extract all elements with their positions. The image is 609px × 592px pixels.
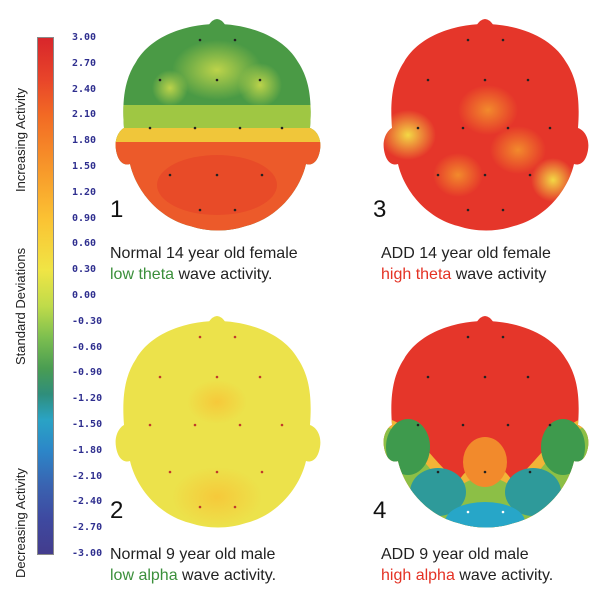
color-scale-tick: -1.50 [72, 419, 103, 430]
head-map-1-theta-normal [115, 19, 321, 231]
caption-line1: Normal 9 year old male [110, 546, 276, 563]
panel-number-2: 2 [110, 497, 124, 524]
caption-panel-2: Normal 9 year old male low alpha wave ac… [110, 544, 276, 586]
color-scale-tick: 2.10 [72, 109, 97, 121]
color-scale-tick: -2.10 [72, 470, 103, 482]
color-scale-tick: 0.90 [72, 212, 97, 224]
color-scale-bar [37, 37, 54, 555]
caption-highlight: low theta [110, 266, 175, 283]
color-scale-tick: -2.70 [72, 522, 103, 534]
caption-panel-3: ADD 14 year old female high theta wave a… [381, 243, 551, 285]
color-scale-tick: -0.60 [72, 341, 103, 353]
decreasing-activity-label: Decreasing Activity [13, 468, 28, 578]
color-scale-tick: -3.00 [72, 548, 103, 559]
color-scale-tick: 1.20 [72, 186, 97, 198]
caption-line2: high alpha wave activity. [381, 565, 553, 586]
caption-panel-1: Normal 14 year old female low theta wave… [110, 243, 298, 285]
color-scale-tick: -0.90 [72, 367, 103, 379]
caption-line1: ADD 9 year old male [381, 546, 529, 563]
head-map-2-alpha-normal [115, 316, 321, 528]
color-scale-tick: -1.20 [72, 393, 103, 405]
head-map-3-theta-add [383, 19, 589, 231]
color-scale-tick: -0.30 [72, 315, 103, 327]
head-map-4-alpha-add [383, 316, 589, 528]
panel-number-4: 4 [373, 497, 387, 524]
caption-rest: wave activity [451, 266, 547, 283]
caption-line1: Normal 14 year old female [110, 245, 298, 262]
color-scale-tick: 1.50 [72, 161, 97, 172]
color-scale-tick: 2.70 [72, 57, 97, 69]
caption-panel-4: ADD 9 year old male high alpha wave acti… [381, 544, 553, 586]
caption-line2: high theta wave activity [381, 264, 551, 285]
caption-rest: wave activity. [174, 266, 273, 283]
color-scale-tick: 2.40 [72, 83, 97, 95]
caption-rest: wave activity. [454, 567, 554, 584]
standard-deviations-label: Standard Deviations [13, 247, 28, 365]
color-scale-tick: 0.00 [72, 290, 97, 301]
panel-number-3: 3 [373, 196, 387, 223]
color-scale-tick: 3.00 [72, 32, 97, 43]
caption-line2: low alpha wave activity. [110, 565, 276, 586]
panel-number-1: 1 [110, 196, 124, 223]
caption-rest: wave activity. [177, 567, 277, 584]
caption-highlight: high alpha [381, 567, 455, 584]
caption-highlight: low alpha [110, 567, 178, 584]
color-scale-tick: 0.30 [72, 264, 97, 276]
color-scale-tick: 1.80 [72, 135, 97, 147]
color-scale-tick: -2.40 [72, 496, 103, 508]
color-scale-tick: 0.60 [72, 238, 97, 250]
caption-line1: ADD 14 year old female [381, 245, 551, 262]
caption-line2: low theta wave activity. [110, 264, 298, 285]
caption-highlight: high theta [381, 266, 452, 283]
color-scale-tick: -1.80 [72, 444, 103, 456]
increasing-activity-label: Increasing Activity [13, 87, 28, 192]
